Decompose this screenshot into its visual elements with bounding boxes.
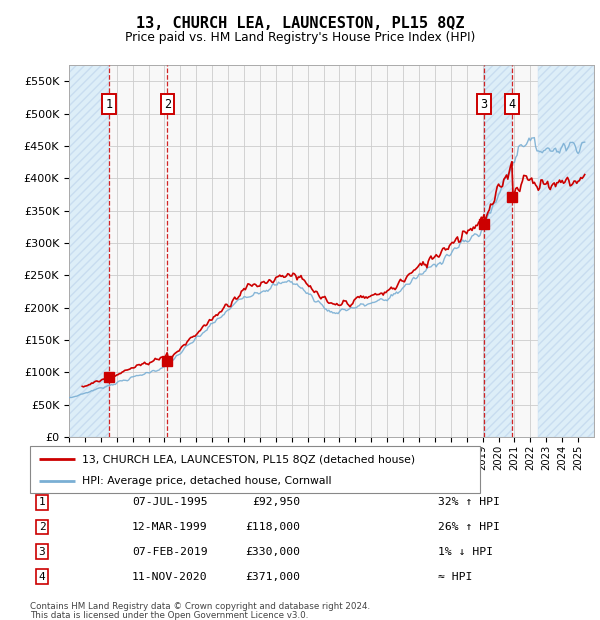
Text: 2: 2 <box>164 98 171 110</box>
Bar <box>484 65 512 437</box>
Text: 1: 1 <box>38 497 46 507</box>
Text: 12-MAR-1999: 12-MAR-1999 <box>132 522 208 532</box>
FancyBboxPatch shape <box>30 446 480 493</box>
Text: £118,000: £118,000 <box>245 522 300 532</box>
Text: 2: 2 <box>38 522 46 532</box>
Text: £92,950: £92,950 <box>252 497 300 507</box>
Text: £371,000: £371,000 <box>245 572 300 582</box>
Text: 3: 3 <box>38 547 46 557</box>
Bar <box>538 65 594 437</box>
Text: 1: 1 <box>106 98 113 110</box>
Text: 07-JUL-1995: 07-JUL-1995 <box>132 497 208 507</box>
Text: This data is licensed under the Open Government Licence v3.0.: This data is licensed under the Open Gov… <box>30 611 308 619</box>
Text: HPI: Average price, detached house, Cornwall: HPI: Average price, detached house, Corn… <box>82 476 331 486</box>
Bar <box>69 65 109 437</box>
Text: £330,000: £330,000 <box>245 547 300 557</box>
Text: 07-FEB-2019: 07-FEB-2019 <box>132 547 208 557</box>
Text: 3: 3 <box>481 98 488 110</box>
Text: Contains HM Land Registry data © Crown copyright and database right 2024.: Contains HM Land Registry data © Crown c… <box>30 602 370 611</box>
Text: 32% ↑ HPI: 32% ↑ HPI <box>438 497 500 507</box>
Text: 4: 4 <box>38 572 46 582</box>
Text: 1% ↓ HPI: 1% ↓ HPI <box>438 547 493 557</box>
Bar <box>69 65 109 437</box>
Text: 13, CHURCH LEA, LAUNCESTON, PL15 8QZ (detached house): 13, CHURCH LEA, LAUNCESTON, PL15 8QZ (de… <box>82 454 415 464</box>
Bar <box>484 65 512 437</box>
Bar <box>538 65 594 437</box>
Text: 26% ↑ HPI: 26% ↑ HPI <box>438 522 500 532</box>
Text: 11-NOV-2020: 11-NOV-2020 <box>132 572 208 582</box>
Text: Price paid vs. HM Land Registry's House Price Index (HPI): Price paid vs. HM Land Registry's House … <box>125 31 475 43</box>
Text: 4: 4 <box>509 98 516 110</box>
Text: 13, CHURCH LEA, LAUNCESTON, PL15 8QZ: 13, CHURCH LEA, LAUNCESTON, PL15 8QZ <box>136 16 464 31</box>
Text: ≈ HPI: ≈ HPI <box>438 572 472 582</box>
